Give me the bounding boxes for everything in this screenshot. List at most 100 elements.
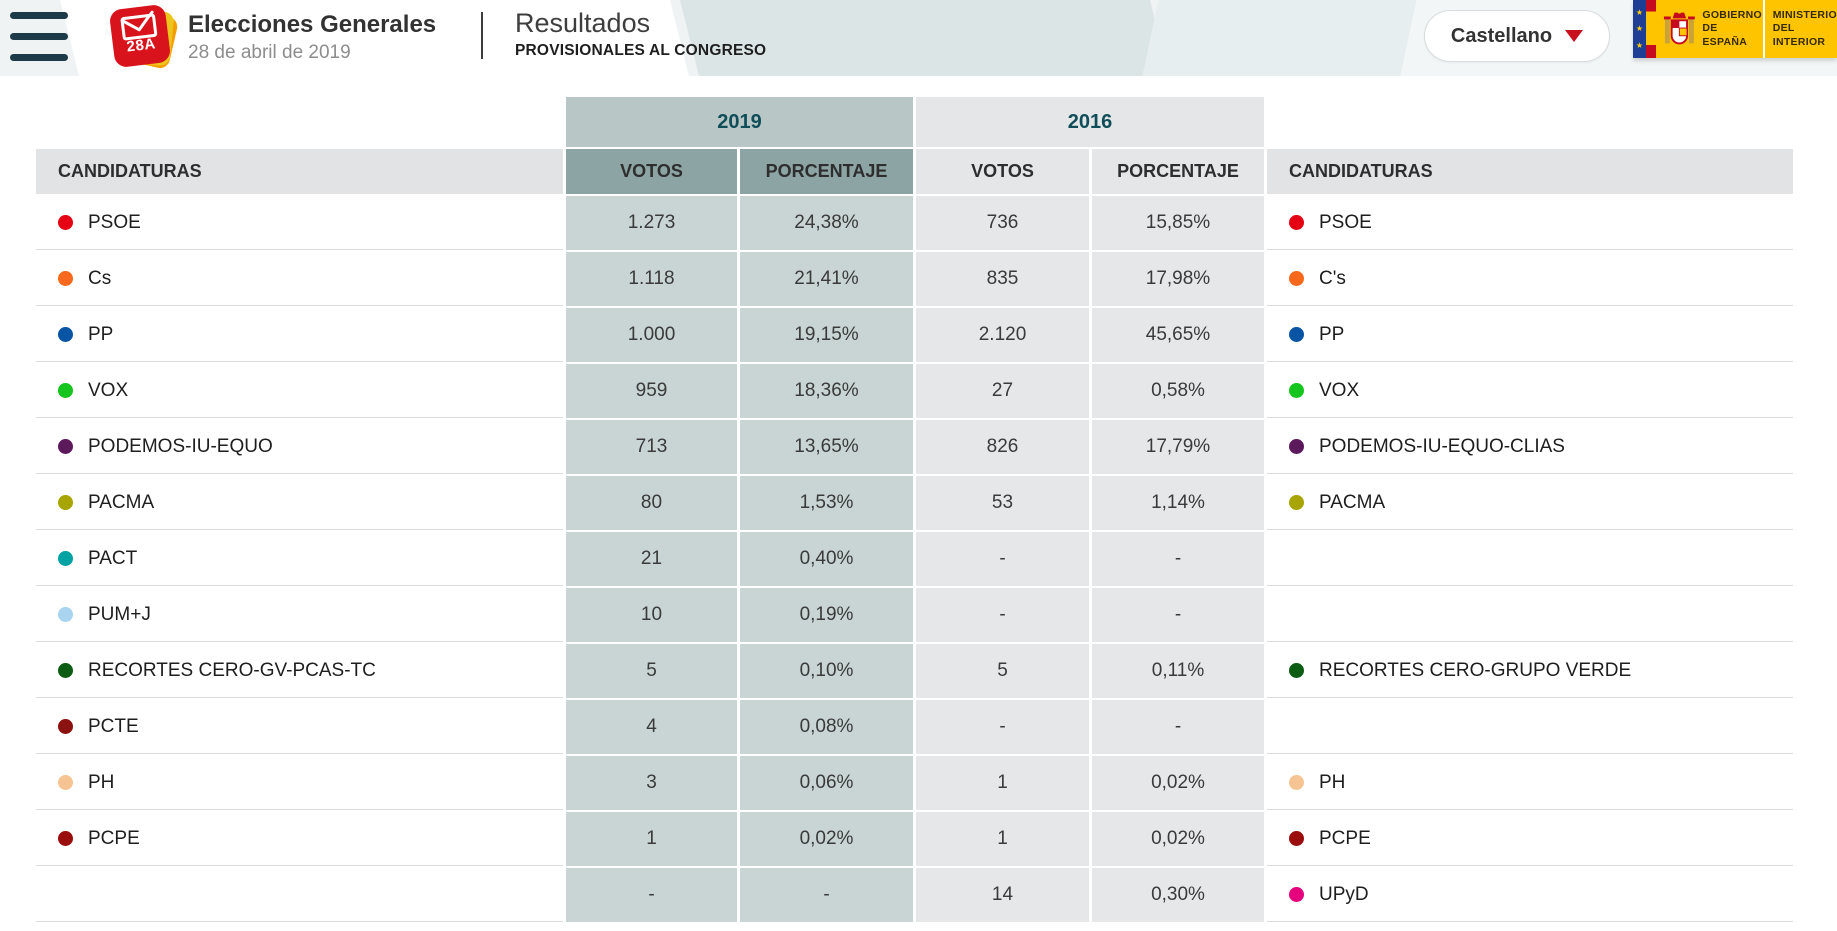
menu-icon xyxy=(10,12,68,19)
party-2016-cell: C's xyxy=(1267,252,1793,306)
percentage-2016-cell: 17,98% xyxy=(1092,252,1264,306)
party-color-dot xyxy=(58,719,73,734)
party-color-dot xyxy=(58,327,73,342)
percentage-2019-cell: 19,15% xyxy=(740,308,913,362)
party-2019-cell: PP xyxy=(36,308,563,362)
group-header-2016: 2016 xyxy=(916,97,1264,147)
party-name: C's xyxy=(1319,267,1346,289)
column-header-votes-2019: VOTOS xyxy=(566,149,737,194)
percentage-2016-cell: 45,65% xyxy=(1092,308,1264,362)
percentage-2019-cell: 13,65% xyxy=(740,420,913,474)
percentage-2016-cell: 1,14% xyxy=(1092,476,1264,530)
party-name: PODEMOS-IU-EQUO xyxy=(88,435,273,457)
party-2016-cell: PODEMOS-IU-EQUO-CLIAS xyxy=(1267,420,1793,474)
votes-2016-cell: 14 xyxy=(916,868,1089,922)
percentage-2019-cell: - xyxy=(740,868,913,922)
column-header-percentage-2019: PORCENTAJE xyxy=(740,149,913,194)
menu-button[interactable] xyxy=(10,11,68,62)
percentage-2016-cell: 0,30% xyxy=(1092,868,1264,922)
party-2019-cell: VOX xyxy=(36,364,563,418)
percentage-2019-cell: 0,10% xyxy=(740,644,913,698)
votes-2016-cell: 826 xyxy=(916,420,1089,474)
party-2016-cell xyxy=(1267,588,1793,642)
party-2019-cell: PACMA xyxy=(36,476,563,530)
party-2019-cell: PCPE xyxy=(36,812,563,866)
party-name: Cs xyxy=(88,267,112,289)
party-2019-cell: PSOE xyxy=(36,196,563,250)
language-selector[interactable]: Castellano xyxy=(1424,10,1610,62)
votes-2016-cell: 1 xyxy=(916,756,1089,810)
party-name: PUM+J xyxy=(88,603,151,625)
spain-flag-strip xyxy=(1645,0,1656,58)
percentage-2016-cell: 0,58% xyxy=(1092,364,1264,418)
section-title: Resultados xyxy=(515,8,651,38)
percentage-2016-cell: - xyxy=(1092,700,1264,754)
language-selected: Castellano xyxy=(1450,24,1553,47)
chevron-down-icon xyxy=(1565,30,1584,42)
party-color-dot xyxy=(58,775,73,790)
votes-2016-cell: - xyxy=(916,532,1089,586)
percentage-2019-cell: 0,06% xyxy=(740,756,913,810)
party-name: PCPE xyxy=(1319,827,1371,849)
percentage-2019-cell: 0,40% xyxy=(740,532,913,586)
party-color-dot xyxy=(58,383,73,398)
votes-2019-cell: 21 xyxy=(566,532,737,586)
party-2016-cell: RECORTES CERO-GRUPO VERDE xyxy=(1267,644,1793,698)
party-name: PACMA xyxy=(1319,491,1386,513)
votes-2019-cell: 5 xyxy=(566,644,737,698)
percentage-2016-cell: 15,85% xyxy=(1092,196,1264,250)
votes-2016-cell: - xyxy=(916,588,1089,642)
results-block: Resultados PROVISIONALES AL CONGRESO xyxy=(515,8,766,60)
party-color-dot xyxy=(1289,887,1304,902)
party-name: UPyD xyxy=(1319,883,1369,905)
title-block: Elecciones Generales 28 de abril de 2019 xyxy=(188,11,436,64)
percentage-2019-cell: 0,08% xyxy=(740,700,913,754)
header-background-facet xyxy=(1139,0,1431,76)
percentage-2016-cell: 0,11% xyxy=(1092,644,1264,698)
party-2019-cell: Cs xyxy=(36,252,563,306)
percentage-2016-cell: 17,79% xyxy=(1092,420,1264,474)
government-name-line1: GOBIERNO xyxy=(1702,8,1762,21)
party-2019-cell: RECORTES CERO-GV-PCAS-TC xyxy=(36,644,563,698)
group-header-2019: 2019 xyxy=(566,97,913,147)
percentage-2019-cell: 1,53% xyxy=(740,476,913,530)
party-2016-cell: UPyD xyxy=(1267,868,1793,922)
votes-2016-cell: - xyxy=(916,700,1089,754)
party-color-dot xyxy=(58,439,73,454)
app-logo[interactable]: 28A xyxy=(108,3,180,71)
party-color-dot xyxy=(58,551,73,566)
election-date: 28 de abril de 2019 xyxy=(188,42,351,63)
party-2019-cell: PCTE xyxy=(36,700,563,754)
group-header-spacer xyxy=(36,97,563,147)
eu-flag-strip: ★ ★ ★ xyxy=(1633,0,1646,58)
percentage-2016-cell: - xyxy=(1092,532,1264,586)
percentage-2019-cell: 0,19% xyxy=(740,588,913,642)
percentage-2019-cell: 0,02% xyxy=(740,812,913,866)
percentage-2019-cell: 21,41% xyxy=(740,252,913,306)
party-name: PACT xyxy=(88,547,138,569)
party-2016-cell: VOX xyxy=(1267,364,1793,418)
votes-2019-cell: 80 xyxy=(566,476,737,530)
party-2019-cell: PUM+J xyxy=(36,588,563,642)
votes-2019-cell: 713 xyxy=(566,420,737,474)
party-name: PSOE xyxy=(88,211,141,233)
party-2016-cell: PH xyxy=(1267,756,1793,810)
party-color-dot xyxy=(1289,439,1304,454)
party-color-dot xyxy=(1289,663,1304,678)
government-logo[interactable]: ★ ★ ★ GOBIERNO DE ESPAÑA MINISTERIO xyxy=(1633,0,1837,58)
party-name: PACMA xyxy=(88,491,155,513)
envelope-check-icon xyxy=(120,10,158,41)
party-2019-cell xyxy=(36,868,563,922)
party-color-dot xyxy=(58,271,73,286)
section-subtitle: PROVISIONALES AL CONGRESO xyxy=(515,42,767,59)
party-2019-cell: PODEMOS-IU-EQUO xyxy=(36,420,563,474)
party-color-dot xyxy=(1289,775,1304,790)
party-2019-cell: PH xyxy=(36,756,563,810)
party-color-dot xyxy=(58,495,73,510)
column-header-percentage-2016: PORCENTAJE xyxy=(1092,149,1264,194)
party-name: VOX xyxy=(1319,379,1360,401)
menu-icon xyxy=(10,54,68,61)
party-2016-cell xyxy=(1267,532,1793,586)
percentage-2016-cell: 0,02% xyxy=(1092,756,1264,810)
group-header-spacer xyxy=(1267,97,1793,147)
